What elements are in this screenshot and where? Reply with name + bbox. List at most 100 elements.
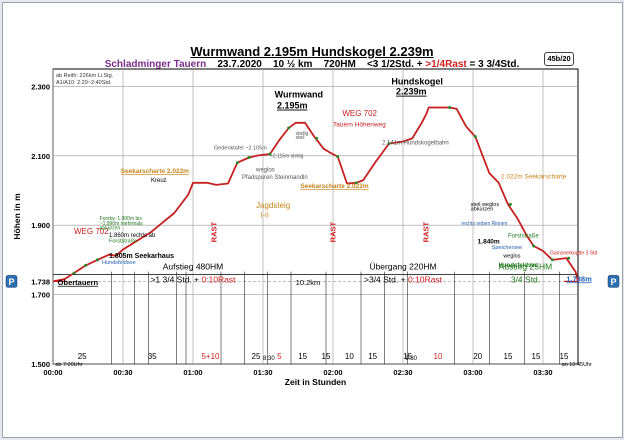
segment-minutes: 5 xyxy=(277,352,282,361)
annotation-end-time: an 10:45Uhr xyxy=(562,362,592,368)
profile-marker xyxy=(354,181,358,185)
annotation-forstweg-2: ~1.990m mehrmals xyxy=(100,221,143,227)
section-rast: 0:10Rast xyxy=(202,275,237,285)
profile-marker xyxy=(567,256,571,260)
segment-minutes: 15 xyxy=(298,352,307,361)
profile-marker xyxy=(508,202,512,206)
section-title: Übergang 220HM xyxy=(369,262,436,272)
annotation-alt-1840: 1.840m xyxy=(478,239,500,246)
profile-marker xyxy=(235,161,239,165)
annotation-forstweg-3: abkürzen xyxy=(100,226,121,232)
x-tick-label: 00:30 xyxy=(113,368,132,377)
profile-marker xyxy=(532,244,536,248)
profile-marker xyxy=(550,258,554,262)
segment-minutes: 35 xyxy=(148,352,157,361)
x-tick-label: 03:30 xyxy=(533,368,552,377)
annotation-pfadspuren: Pfadspuren Steinmandln xyxy=(242,175,308,181)
profile-marker xyxy=(95,258,99,262)
annotation-hundsfeldsee-right: Hundsfeldsee xyxy=(499,263,539,269)
annotation-weg-left: WEG 702 xyxy=(74,227,109,236)
title-row: Wurmwand 2.195m Hundskogel 2.239m xyxy=(0,43,624,61)
subtitle-row: Schladminger Tauern 23.7.2020 10 ½ km 72… xyxy=(0,59,624,70)
time-label: <3 1/2Std. + xyxy=(366,59,426,70)
segment-minutes: 15 xyxy=(504,352,513,361)
note-line: ab Reith: 226km Li.Stg. xyxy=(56,73,114,79)
x-tick-label: 00:00 xyxy=(43,368,62,377)
section-time: >3/4 Std. + xyxy=(364,275,408,285)
grid: ab Reith: 226km Li.Stg.A1/A10: 2:20~2:40… xyxy=(52,68,579,365)
y-tick-label: 2.300 xyxy=(31,82,50,91)
section-time: >1 3/4 Std. + xyxy=(150,275,201,285)
annotation-steilig-2: steil xyxy=(296,135,305,141)
y-tick-label: 1.900 xyxy=(31,221,50,230)
y-tick-label: 2.100 xyxy=(31,152,50,161)
code-label: 45b/20 xyxy=(547,54,571,63)
profile-marker xyxy=(268,152,272,156)
annotation-hk: ~2.115m steilig xyxy=(270,154,304,160)
code-badge: 45b/20 xyxy=(544,52,574,66)
segment-minutes: 25 xyxy=(78,352,87,361)
segment-minutes: 15 xyxy=(368,352,377,361)
profile xyxy=(52,106,579,283)
annotation-forstweg-1: Forstw: 1.900m bis xyxy=(100,216,143,222)
annotation-kreuz: Kreuz xyxy=(151,178,167,184)
y-tick-label: 1.500 xyxy=(31,360,50,369)
section-subtitle: >3/4 Std. + 0:10Rast xyxy=(364,275,443,285)
annotation-jagdsteig: Jagdsteig xyxy=(256,201,290,210)
segment-minutes: 10 xyxy=(345,352,354,361)
annotation-weg-right: WEG 702 xyxy=(342,109,377,118)
plot-area xyxy=(52,68,579,365)
elevation-line xyxy=(52,106,579,283)
y-tick-label: 1.700 xyxy=(31,291,50,300)
segment-minutes: 15 xyxy=(560,352,569,361)
annotation-hundskogel-name: Hundskogel xyxy=(391,77,443,87)
section-time: 3/4 Std. xyxy=(511,275,540,285)
parking-marker xyxy=(5,275,18,288)
region-label: Schladminger Tauern xyxy=(104,59,207,70)
annotation-start-value: 1.738m xyxy=(566,274,592,283)
segment-minutes: 25 xyxy=(252,352,261,361)
annotation-steil-weglos-1: steil weglos xyxy=(471,202,500,208)
annotation-gedenktafel: Gedenktafel ~2.105m xyxy=(214,146,267,152)
x-tick-label: 03:00 xyxy=(463,368,482,377)
section-title: Aufstieg 480HM xyxy=(163,262,223,272)
annotation-gamsstaerkte: Gamsnerkoptte 3 Std xyxy=(550,251,597,257)
sections: Aufstieg 480HM >1 3/4 Std. + 0:10Rast Über… xyxy=(53,262,578,364)
annotation-weglos-2: weglos xyxy=(502,253,520,259)
segment-minutes: 15 xyxy=(322,352,331,361)
x-tick-label: 02:00 xyxy=(323,368,342,377)
y-axis-label: Höhen in m xyxy=(12,193,22,240)
section-subtitle: >1 3/4 Std. + 0:10Rast xyxy=(150,275,236,285)
x-tick-label: 01:30 xyxy=(253,368,272,377)
annotation-seekarscharte-1: Seekarscharte 2.022m xyxy=(121,168,190,175)
x-axis-label: Zeit in Stunden xyxy=(285,377,346,387)
annotation-seekarscharte-2: Seekarscharte 2.022m xyxy=(300,183,369,190)
x-tick-label: 02:30 xyxy=(393,368,412,377)
rast-marker: RAST xyxy=(422,221,431,242)
distance-label: 10 ½ km xyxy=(272,59,313,70)
ascent-label: 720HM xyxy=(323,59,356,70)
annotation-forststrasse-right: Forststraße xyxy=(508,233,539,239)
profile-marker xyxy=(287,126,291,130)
annotation-speichersee: Speichersee xyxy=(492,245,523,251)
rast-marker: RAST xyxy=(209,221,218,242)
annotation-weglos: weglos xyxy=(255,167,275,173)
segment-minutes: 15 xyxy=(403,352,412,361)
parking-icon: P xyxy=(8,277,14,287)
annotation-jagdsteig-sub: I-II xyxy=(261,213,269,220)
annotation-rechts-ab: 1.860m rechts ab xyxy=(109,233,156,239)
annotation-forststrasse-left: Forststraße xyxy=(109,239,137,245)
profile-marker xyxy=(448,106,452,110)
annotation-distance: 10.2km xyxy=(296,278,321,287)
annotation-hundskogel-alt: 2.239m xyxy=(396,87,427,97)
segment-minutes: 15 xyxy=(532,352,541,361)
annotation-start-label: Obertauern xyxy=(58,278,99,287)
parking-marker xyxy=(607,275,620,288)
annotation-steil-weglos-2: abkürzen xyxy=(471,207,494,213)
y-tick-label: 1.738 xyxy=(31,277,50,286)
profile-marker xyxy=(387,142,391,146)
profile-marker xyxy=(336,154,340,158)
page-title: Wurmwand 2.195m Hundskogel 2.239m xyxy=(190,44,434,59)
profile-marker xyxy=(315,136,319,140)
annotations: RAST RAST RAST ab 7:00Uhr an 10:45Uhr 8:30 9:3… xyxy=(55,77,597,368)
